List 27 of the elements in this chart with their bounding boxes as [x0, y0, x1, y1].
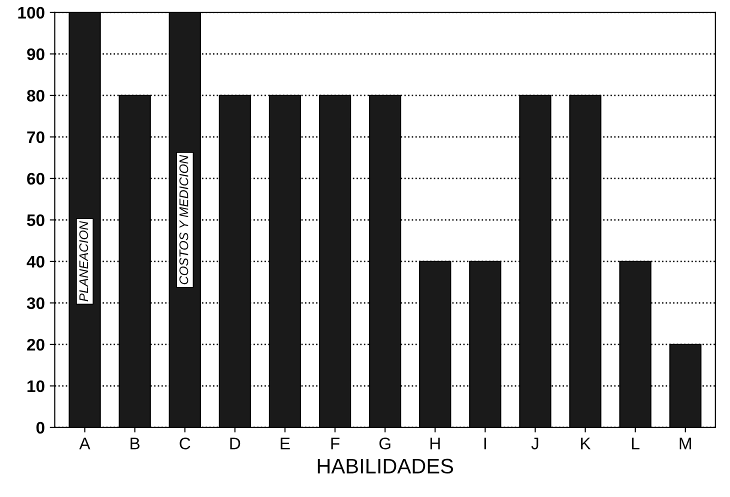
- x-tick-label: C: [180, 438, 190, 450]
- y-tick-label: 50: [27, 214, 44, 226]
- annotation: PLANEACION: [79, 221, 88, 302]
- x-tick-label: D: [230, 438, 240, 450]
- x-tick-label: M: [680, 438, 691, 450]
- y-tick-label: 40: [26, 256, 44, 268]
- x-tick-label: H: [430, 438, 440, 450]
- x-tick-label: B: [130, 438, 140, 450]
- y-tick-label: 100: [18, 6, 44, 19]
- y-tick-label: 30: [26, 297, 44, 310]
- x-tick-label: F: [331, 438, 340, 450]
- y-tick-label: 60: [27, 172, 44, 185]
- annotation: COSTOS Y MEDICION: [179, 154, 188, 284]
- x-tick-label: E: [280, 438, 290, 450]
- x-tick-label: A: [79, 438, 90, 450]
- y-tick-label: 10: [28, 380, 44, 392]
- x-tick-label: I: [484, 438, 486, 450]
- x-tick-label: J: [531, 438, 538, 450]
- y-tick-label: 90: [27, 48, 44, 60]
- x-tick-label: G: [379, 438, 390, 450]
- y-tick-label: 70: [27, 131, 44, 144]
- x-tick-label: K: [581, 438, 591, 450]
- y-tick-label: 80: [27, 90, 44, 102]
- y-tick-label: 0: [36, 422, 44, 434]
- y-tick-label: 20: [27, 338, 44, 351]
- x-axis-title: HABILIDADES: [318, 458, 454, 474]
- x-tick-label: L: [632, 438, 640, 450]
